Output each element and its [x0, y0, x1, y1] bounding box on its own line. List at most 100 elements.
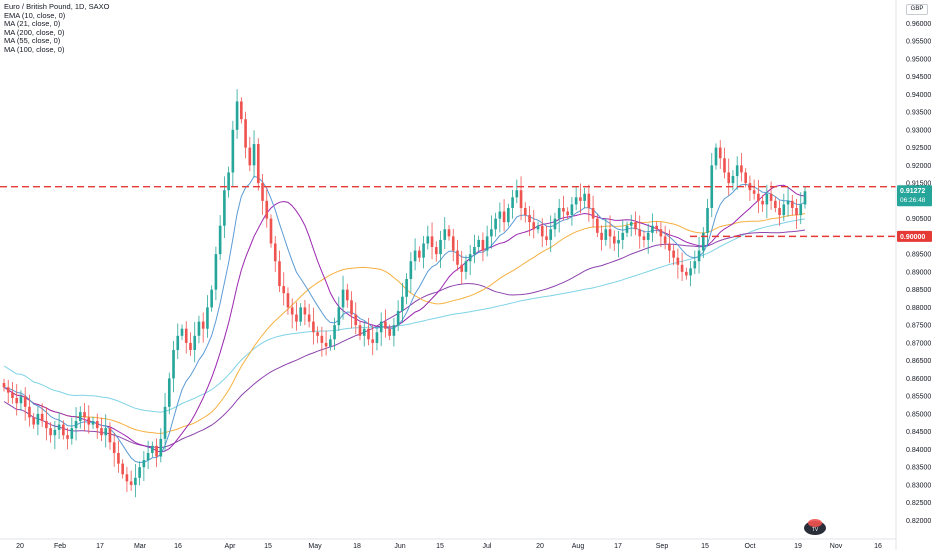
- candle-body: [62, 424, 65, 436]
- candle-body: [57, 424, 61, 430]
- candle-body: [125, 474, 129, 482]
- y-tick-label: 0.94000: [906, 92, 931, 99]
- candle-body: [668, 243, 671, 251]
- candle-body: [278, 261, 281, 287]
- candle-body: [426, 236, 430, 244]
- candle-body: [727, 172, 731, 184]
- candle-body: [676, 257, 680, 265]
- indicator-ema-10[interactable]: EMA (10, close, 0): [4, 10, 66, 20]
- candle-body: [765, 193, 769, 205]
- candle-body: [117, 452, 120, 464]
- candle-body: [744, 172, 747, 184]
- candle-body: [774, 200, 777, 208]
- candle-body: [269, 218, 273, 244]
- y-tick-label: 0.82000: [906, 518, 931, 525]
- candle-body: [587, 193, 591, 208]
- candle-body: [583, 193, 586, 201]
- candle-body: [646, 232, 650, 240]
- y-tick-label: 0.95000: [906, 56, 931, 63]
- tradingview-logo[interactable]: TV: [804, 519, 826, 535]
- candle-body: [286, 293, 290, 308]
- x-tick-label: 17: [96, 543, 104, 550]
- candle-body: [604, 229, 608, 240]
- y-tick-label: 0.85500: [906, 394, 931, 401]
- indicator-ma-200[interactable]: MA (200, close, 0): [4, 27, 65, 37]
- candle-body: [799, 204, 803, 216]
- candle-body: [456, 250, 459, 265]
- candle-body: [303, 307, 307, 315]
- candle-body: [53, 429, 57, 436]
- candle-body: [354, 314, 358, 326]
- candle-body: [197, 321, 201, 336]
- candle-body: [418, 250, 421, 258]
- candle-body: [307, 314, 311, 322]
- y-tick-label: 0.90500: [906, 216, 931, 223]
- candle-body: [468, 254, 472, 262]
- price-axis[interactable]: 0.96000 0.95500 0.95000 0.94500 0.94000 0.935…: [906, 21, 931, 525]
- candle-body: [189, 342, 192, 351]
- candle-body: [256, 144, 260, 184]
- candle-body: [439, 239, 442, 255]
- candle-body: [6, 387, 10, 393]
- x-tick-label: May: [308, 543, 322, 550]
- candle-body: [553, 218, 557, 230]
- candle-body: [731, 176, 735, 184]
- candle-body: [223, 190, 226, 226]
- symbol-title[interactable]: Euro / British Pound, 1D, SAXO: [4, 2, 110, 11]
- candle-body: [786, 200, 790, 205]
- candle-body: [138, 467, 141, 478]
- candle-body: [549, 229, 553, 240]
- candle-body: [659, 229, 663, 237]
- candle-body: [710, 165, 714, 208]
- candle-body: [28, 406, 31, 418]
- time-axis[interactable]: 20 Feb 17 Mar 16 Apr 15 May 18 Jun 15 Jul 20 Aug 17 Sep…: [16, 543, 882, 550]
- y-tick-label: 0.83500: [906, 465, 931, 472]
- candle-body: [87, 417, 91, 425]
- candle-body: [540, 225, 544, 237]
- price-labels: 0.91272 06:26:48 0.90000: [897, 185, 932, 242]
- y-tick-label: 0.84000: [906, 447, 931, 454]
- candle-body: [464, 261, 468, 272]
- candle-body: [337, 307, 341, 326]
- last-price-label: 0.91272: [900, 188, 925, 195]
- candle-body: [248, 147, 252, 166]
- indicator-ma-21[interactable]: MA (21, close, 0): [4, 19, 61, 29]
- candle-body: [570, 204, 574, 216]
- y-tick-label: 0.88000: [906, 305, 931, 312]
- last-price-box: [897, 185, 932, 207]
- candle-body: [579, 197, 582, 201]
- candle-body: [740, 165, 743, 173]
- x-tick-label: Feb: [54, 543, 66, 550]
- y-tick-label: 0.94500: [906, 74, 931, 81]
- candle-body: [36, 413, 40, 425]
- candle-body: [523, 207, 527, 216]
- candle-body: [481, 239, 485, 251]
- x-tick-label: Nov: [830, 543, 843, 550]
- candle-body: [142, 460, 146, 468]
- y-tick-label: 0.85000: [906, 411, 931, 418]
- candle-body: [757, 193, 760, 201]
- candle-body: [485, 236, 489, 251]
- candle-body: [23, 396, 27, 407]
- candle-body: [91, 421, 95, 425]
- candle-body: [706, 207, 709, 233]
- horizontal-levels[interactable]: [0, 185, 896, 238]
- y-tick-label: 0.93500: [906, 110, 931, 117]
- indicator-ma-100[interactable]: MA (100, close, 0): [4, 44, 65, 54]
- candle-body: [528, 215, 531, 223]
- candle-body: [32, 417, 35, 425]
- candle-body: [108, 428, 112, 443]
- x-tick-label: 15: [264, 543, 272, 550]
- moving-average-lines: [3, 175, 806, 464]
- candle-body: [600, 232, 603, 240]
- candle-body: [312, 321, 315, 333]
- candle-body: [723, 158, 726, 173]
- candle-body: [49, 428, 52, 436]
- candle-body: [405, 278, 408, 297]
- indicator-ma-55[interactable]: MA (55, close, 0): [4, 36, 61, 46]
- candle-body: [244, 119, 247, 148]
- candle-body: [422, 243, 425, 258]
- currency-badge[interactable]: GBP: [906, 4, 928, 15]
- candle-body: [477, 239, 480, 248]
